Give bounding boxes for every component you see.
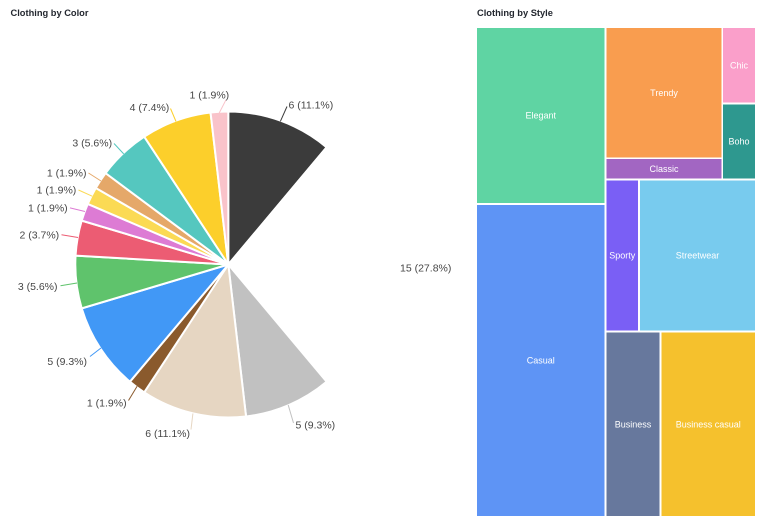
svg-text:3 (5.6%): 3 (5.6%) <box>18 281 58 293</box>
svg-text:Sporty: Sporty <box>609 251 636 261</box>
svg-text:Clothing by Style: Clothing by Style <box>477 8 553 18</box>
svg-text:5 (9.3%): 5 (9.3%) <box>296 419 336 431</box>
svg-text:Business casual: Business casual <box>676 419 741 429</box>
svg-text:Casual: Casual <box>527 356 555 366</box>
svg-text:5 (9.3%): 5 (9.3%) <box>47 356 87 368</box>
svg-text:Business: Business <box>615 419 652 429</box>
svg-text:1 (1.9%): 1 (1.9%) <box>190 89 230 101</box>
svg-text:Trendy: Trendy <box>650 88 678 98</box>
svg-text:Elegant: Elegant <box>525 111 556 121</box>
svg-text:6 (11.1%): 6 (11.1%) <box>145 428 190 440</box>
svg-text:Classic: Classic <box>649 164 679 174</box>
svg-text:Boho: Boho <box>728 137 749 147</box>
svg-text:6 (11.1%): 6 (11.1%) <box>289 100 334 112</box>
svg-text:4 (7.4%): 4 (7.4%) <box>130 102 170 114</box>
svg-text:Clothing by Color: Clothing by Color <box>11 8 89 18</box>
svg-text:1 (1.9%): 1 (1.9%) <box>37 185 77 197</box>
svg-text:2 (3.7%): 2 (3.7%) <box>20 230 60 242</box>
svg-text:Streetwear: Streetwear <box>676 251 720 261</box>
svg-text:15 (27.8%): 15 (27.8%) <box>400 263 451 275</box>
svg-text:1 (1.9%): 1 (1.9%) <box>28 202 68 214</box>
svg-text:Chic: Chic <box>730 60 749 70</box>
svg-text:3 (5.6%): 3 (5.6%) <box>72 138 112 150</box>
svg-text:1 (1.9%): 1 (1.9%) <box>47 168 87 180</box>
svg-text:1 (1.9%): 1 (1.9%) <box>87 398 127 410</box>
